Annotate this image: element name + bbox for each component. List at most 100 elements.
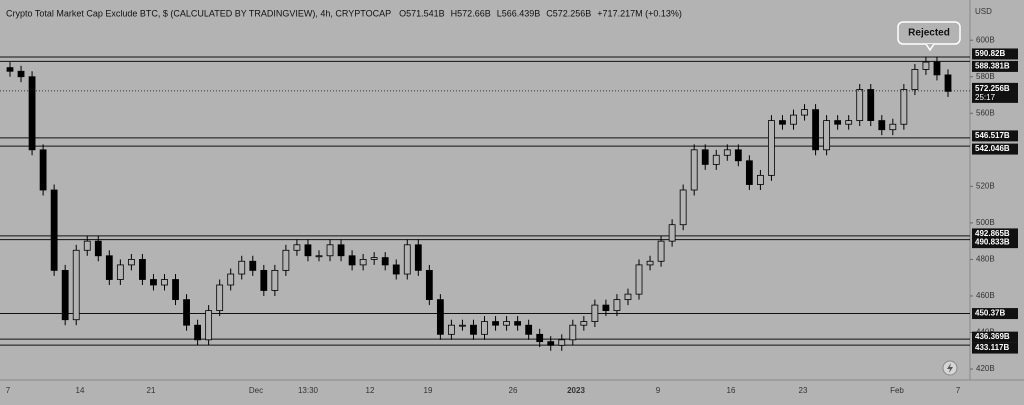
y-tick-label: 600B (976, 35, 995, 44)
x-tick-label: 2023 (567, 386, 585, 395)
candle-body (116, 264, 124, 280)
candle-body (768, 120, 775, 176)
candle-body (492, 321, 499, 326)
candle-body (359, 259, 367, 266)
candle-body (271, 269, 279, 291)
candle-body (304, 244, 312, 257)
candle-body (194, 324, 202, 341)
candle-body (315, 255, 323, 258)
level-label-box (972, 143, 1018, 155)
candle-body (503, 321, 510, 326)
candle-body (514, 321, 522, 326)
candle-body (28, 76, 36, 151)
x-tick-label: 13:30 (298, 386, 319, 395)
candle-body (900, 89, 908, 125)
level-label: 590.82B (975, 49, 1005, 58)
candle-body (812, 109, 819, 151)
candle-body (867, 89, 875, 121)
candle-body (139, 259, 146, 280)
candle-body (745, 160, 753, 185)
candle-body (558, 339, 566, 346)
candle-body (348, 255, 356, 266)
y-tick-label: 420B (976, 364, 995, 373)
level-label: 542.046B (975, 144, 1010, 153)
x-tick-label: 14 (76, 386, 85, 395)
x-tick-label: 12 (366, 386, 375, 395)
candle-body (381, 257, 389, 266)
candle-body (635, 264, 643, 295)
candle-body (701, 149, 709, 165)
candle-body (624, 293, 632, 301)
x-tick-label: 23 (799, 386, 808, 395)
candle-body (403, 244, 411, 275)
ohlc-value: C572.256B (546, 8, 591, 18)
candle-body (94, 240, 102, 257)
candle-body (72, 249, 80, 321)
candle-body (668, 224, 676, 242)
candle-body (790, 114, 797, 125)
candle-body (779, 120, 786, 125)
candle-body (436, 299, 444, 335)
candle-body (569, 324, 577, 341)
level-label-box (972, 237, 1018, 249)
candle-body (370, 257, 378, 260)
last-price-label: 572.256B (975, 84, 1010, 93)
candle-body (216, 284, 224, 311)
level-label: 450.37B (975, 309, 1005, 318)
candle-body (83, 240, 91, 251)
candle-body (922, 61, 930, 70)
x-tick-label: Feb (890, 386, 904, 395)
level-label: 546.517B (975, 131, 1010, 140)
candle-body (690, 149, 698, 191)
candle-body (172, 279, 179, 301)
candle-body (757, 174, 764, 185)
candle-body (61, 269, 69, 321)
axis-unit: USD (975, 7, 992, 16)
candle-body (260, 269, 268, 291)
candle-body (657, 240, 665, 262)
candle-body (392, 264, 400, 275)
annotation: Rejected (897, 21, 961, 52)
level-label-box (972, 331, 1018, 343)
candle-body (734, 149, 742, 162)
ohlc-value: H572.66B (451, 8, 491, 18)
level-label: 588.381B (975, 62, 1010, 71)
candle-body (679, 189, 687, 226)
level-label-box (972, 48, 1018, 60)
candle-body (823, 120, 831, 151)
candle-body (249, 260, 257, 271)
replay-icon[interactable] (942, 360, 958, 376)
candle-body (889, 123, 897, 131)
candle-body (856, 89, 864, 121)
level-label-box (972, 228, 1018, 240)
level-label-box (972, 130, 1018, 142)
candle-body (646, 260, 654, 266)
candle-body (282, 249, 290, 271)
candle-body (127, 259, 135, 266)
candle-body (944, 74, 952, 92)
candle-body (845, 120, 853, 125)
candle-body (801, 109, 808, 116)
candle-body (602, 304, 610, 311)
candle-body (6, 67, 14, 72)
chart-title: Crypto Total Market Cap Exclude BTC, $ (… (6, 8, 391, 18)
candle-body (481, 321, 488, 335)
candle-body (459, 324, 466, 327)
level-label: 492.865B (975, 229, 1010, 238)
candle-body (536, 333, 544, 343)
y-tick-label: 560B (976, 108, 995, 117)
candle-body (425, 269, 433, 301)
candle-body (933, 61, 941, 76)
y-tick-label: 520B (976, 181, 995, 190)
y-tick-label: 480B (976, 255, 995, 264)
candle-body (150, 279, 157, 286)
candle-body (326, 244, 334, 257)
ohlc-value: L566.439B (497, 8, 541, 18)
level-label: 433.117B (975, 343, 1009, 352)
candle-body (834, 120, 842, 125)
candle-body (105, 255, 113, 280)
candle-body (723, 149, 731, 156)
ohlc-value: O571.541B (399, 8, 445, 18)
